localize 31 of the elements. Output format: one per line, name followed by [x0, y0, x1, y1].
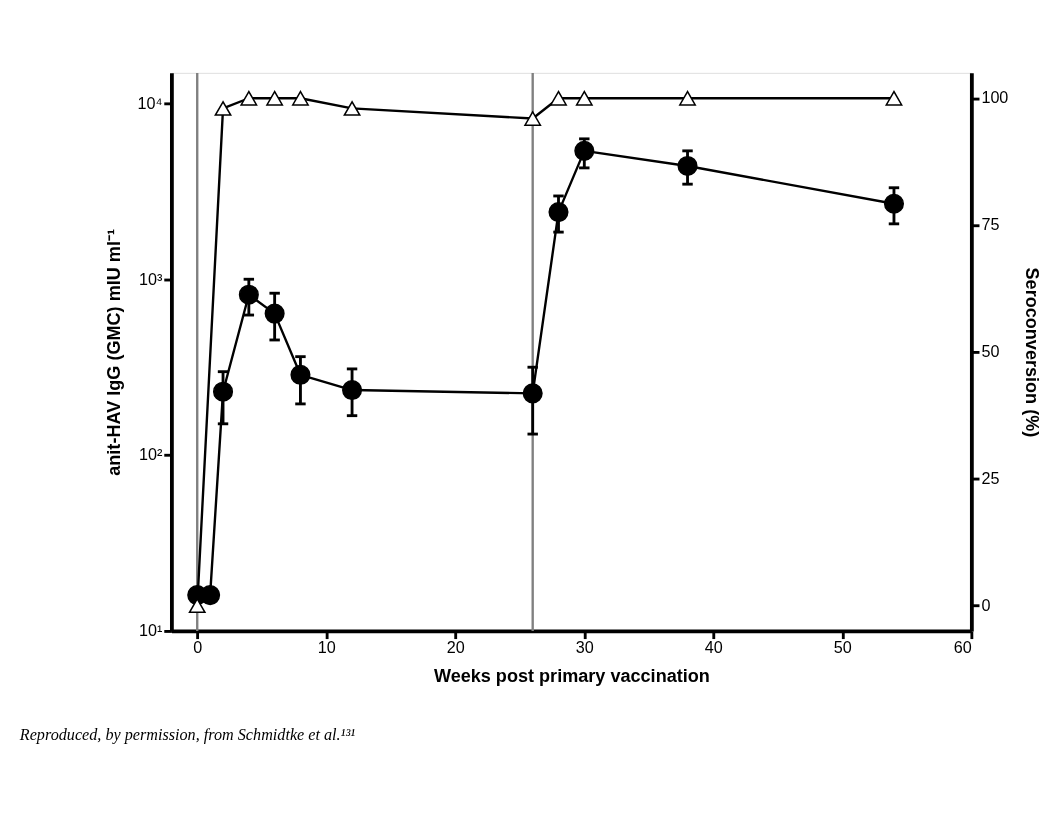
x-axis-title: Weeks post primary vaccination [433, 665, 710, 686]
x-tick-label: 40 [704, 638, 723, 657]
x-tick-label: 60 [953, 638, 972, 657]
x-tick-label: 0 [193, 638, 203, 657]
text: Reproduced, by permission, from Schmidtke et al.¹³¹ [18, 726, 356, 745]
point [548, 202, 569, 223]
point [212, 381, 234, 402]
y-tick-label: 10⁴ [137, 94, 163, 113]
x-tick-label: 50 [833, 638, 852, 657]
point [342, 380, 363, 401]
point [238, 284, 259, 305]
y-tick-label: 10¹ [139, 621, 163, 640]
x-tick-label: 20 [446, 638, 465, 657]
point [677, 155, 698, 176]
y2-tick-label: 100 [981, 88, 1009, 107]
y2-tick-label: 0 [981, 595, 991, 614]
point [290, 364, 311, 385]
y-tick-label: 10² [139, 445, 163, 464]
x-tick-label: 30 [575, 638, 594, 657]
point [200, 585, 221, 606]
point [883, 193, 905, 214]
y2-tick-label: 25 [981, 469, 1000, 487]
y2-tick-label: 50 [981, 342, 1000, 361]
point [522, 383, 543, 404]
x-tick-label: 10 [317, 638, 336, 657]
y2-axis-title: Seroconversion (%) [1021, 267, 1042, 438]
point [264, 303, 285, 324]
point [574, 140, 595, 161]
y-axis-title: anit-HAV IgG (GMC) mIU ml⁻¹ [104, 229, 125, 476]
y2-tick-label: 75 [981, 215, 1000, 234]
y-tick-label: 10³ [139, 269, 163, 288]
